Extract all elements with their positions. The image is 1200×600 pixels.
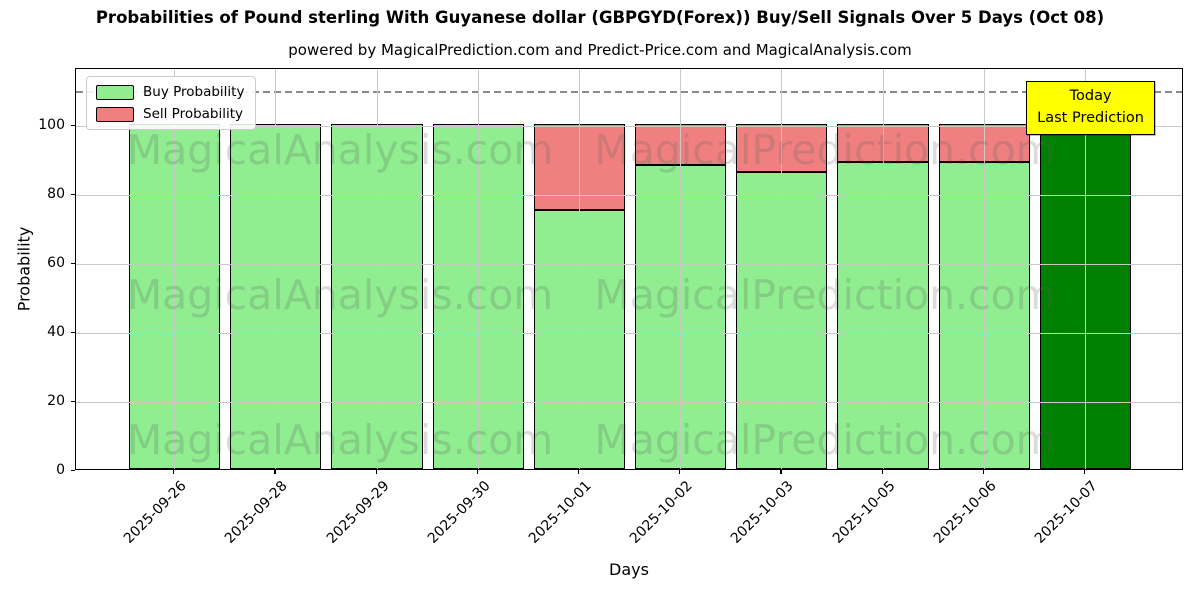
horizontal-gridline	[76, 332, 1182, 334]
x-tick-label: 2025-10-03	[728, 478, 798, 547]
vertical-gridline	[477, 69, 479, 469]
vertical-gridline	[376, 69, 378, 469]
y-tick-mark	[71, 262, 75, 265]
vertical-gridline	[882, 69, 884, 469]
x-tick-mark	[274, 470, 276, 474]
x-tick-mark	[982, 470, 984, 474]
y-tick-mark	[71, 124, 75, 127]
x-tick-mark	[577, 470, 580, 474]
vertical-gridline	[781, 69, 783, 469]
horizontal-gridline	[76, 125, 1182, 127]
x-axis-label: Days	[609, 560, 649, 579]
legend: Buy Probability Sell Probability	[86, 76, 257, 130]
vertical-gridline	[1084, 69, 1086, 469]
y-tick-label: 80	[47, 185, 65, 202]
x-tick-label: 2025-09-26	[121, 478, 190, 547]
x-tick-mark	[476, 470, 478, 474]
y-tick-label: 40	[47, 323, 65, 340]
horizontal-gridline	[76, 401, 1182, 403]
vertical-gridline	[275, 69, 277, 469]
x-tick-label: 2025-10-01	[525, 478, 595, 547]
buy-swatch-icon	[96, 84, 134, 100]
x-tick-label: 2025-10-02	[627, 478, 696, 547]
y-tick-mark	[71, 400, 75, 403]
x-tick-mark	[1083, 470, 1086, 474]
vertical-gridline	[174, 69, 176, 469]
chart-subtitle: powered by MagicalPrediction.com and Pre…	[288, 41, 912, 59]
x-tick-label: 2025-09-28	[222, 478, 292, 547]
x-tick-mark	[375, 470, 377, 474]
legend-item-buy: Buy Probability	[96, 84, 244, 100]
vertical-gridline	[578, 69, 580, 469]
x-tick-label: 2025-10-05	[829, 478, 899, 547]
x-tick-mark	[780, 470, 782, 474]
today-annotation-line2: Last Prediction	[1037, 109, 1144, 126]
sell-swatch-icon	[96, 106, 134, 122]
chart-title: Probabilities of Pound sterling With Guy…	[95, 8, 1105, 27]
plot-area: Buy Probability Sell Probability Today L…	[75, 68, 1183, 470]
today-annotation-line1: Today	[1069, 88, 1112, 104]
today-annotation: Today Last Prediction	[1026, 81, 1155, 135]
legend-buy-label: Buy Probability	[143, 84, 245, 100]
x-tick-mark	[679, 470, 681, 474]
x-tick-mark	[173, 470, 175, 474]
vertical-gridline	[680, 69, 682, 469]
vertical-gridline	[983, 69, 985, 469]
legend-item-sell: Sell Probability	[96, 106, 244, 122]
y-tick-mark	[71, 331, 75, 334]
y-tick-label: 100	[38, 116, 65, 133]
y-tick-mark	[71, 193, 75, 196]
x-tick-label: 2025-09-30	[424, 478, 494, 547]
horizontal-gridline	[76, 263, 1182, 265]
x-tick-label: 2025-10-06	[930, 478, 1000, 547]
y-tick-label: 0	[56, 462, 65, 478]
x-tick-label: 2025-10-07	[1031, 478, 1101, 547]
horizontal-gridline	[76, 194, 1182, 196]
y-tick-label: 20	[47, 392, 65, 409]
x-tick-mark	[881, 470, 883, 474]
y-tick-label: 60	[47, 254, 65, 271]
dashed-threshold-line	[76, 91, 1182, 93]
y-tick-mark	[71, 470, 75, 472]
legend-sell-label: Sell Probability	[143, 106, 244, 122]
x-tick-label: 2025-09-29	[323, 478, 393, 547]
